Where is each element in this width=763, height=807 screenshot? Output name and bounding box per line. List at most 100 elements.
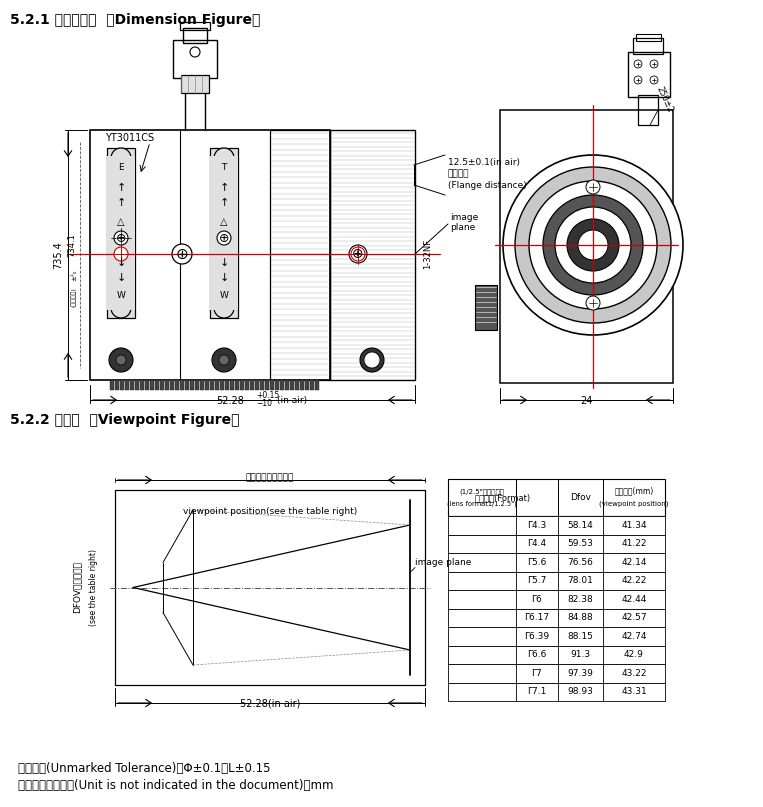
Circle shape [114, 231, 128, 245]
Bar [180, 380, 183, 390]
Bar [210, 148, 238, 318]
Bar [190, 380, 194, 390]
Circle shape [360, 348, 384, 372]
Text: ⊕: ⊕ [175, 246, 188, 261]
Bar [633, 38, 663, 54]
Text: T: T [221, 164, 227, 173]
Text: Dfov: Dfov [570, 493, 591, 502]
Circle shape [219, 355, 229, 365]
Text: 5.2.1 外形尺寸图  （Dimension Figure）: 5.2.1 外形尺寸图 （Dimension Figure） [10, 13, 260, 27]
Bar [638, 95, 658, 125]
Circle shape [217, 231, 231, 245]
Text: 42.44: 42.44 [621, 595, 647, 604]
Text: Γ6.39: Γ6.39 [524, 632, 549, 641]
Text: 91.3: 91.3 [571, 650, 591, 659]
Circle shape [555, 207, 631, 283]
Circle shape [503, 155, 683, 335]
Text: 41.22: 41.22 [621, 539, 647, 548]
Text: ↑: ↑ [219, 198, 229, 208]
Bar [500, 110, 673, 383]
Circle shape [111, 298, 131, 318]
Circle shape [172, 244, 192, 264]
Text: 视点位置(mm): 视点位置(mm) [614, 487, 654, 495]
Bar [330, 130, 415, 380]
Text: ↓: ↓ [116, 258, 126, 268]
Text: 41.34: 41.34 [621, 521, 647, 529]
Circle shape [214, 148, 234, 168]
Text: image: image [450, 214, 478, 223]
Text: (lens format1/1.2.5"): (lens format1/1.2.5") [447, 500, 517, 507]
Bar [107, 148, 135, 318]
Circle shape [567, 219, 619, 271]
Text: 像面大小(Format): 像面大小(Format) [475, 493, 531, 502]
Bar [255, 380, 259, 390]
Bar [200, 380, 204, 390]
Bar [215, 380, 218, 390]
Circle shape [351, 247, 365, 261]
Circle shape [529, 181, 657, 309]
Text: ↓: ↓ [116, 273, 126, 283]
Circle shape [650, 76, 658, 84]
Text: 52.28(in air): 52.28(in air) [240, 699, 300, 709]
Circle shape [349, 245, 367, 263]
Bar [107, 156, 135, 310]
Bar [448, 608, 665, 627]
Bar [115, 490, 425, 685]
Text: plane: plane [450, 224, 475, 232]
Bar [160, 380, 163, 390]
Text: image plane: image plane [415, 558, 472, 567]
Circle shape [586, 296, 600, 310]
Text: 59.53: 59.53 [568, 539, 594, 548]
Bar [210, 380, 214, 390]
Bar [225, 380, 228, 390]
Text: Γ5.7: Γ5.7 [527, 576, 546, 585]
Bar [475, 285, 497, 330]
Bar [448, 553, 665, 571]
Bar [180, 22, 210, 30]
Bar [280, 380, 284, 390]
Text: 76.56: 76.56 [568, 558, 594, 567]
Bar [305, 380, 308, 390]
Text: W: W [220, 291, 228, 300]
Text: △: △ [221, 217, 227, 227]
Bar [170, 380, 173, 390]
Text: 88.15: 88.15 [568, 632, 594, 641]
Text: ↑: ↑ [116, 183, 126, 193]
Bar [310, 380, 314, 390]
Bar [183, 28, 207, 43]
Text: 5.2.2 视点图  （Viewpoint Figure）: 5.2.2 视点图 （Viewpoint Figure） [10, 413, 240, 427]
Text: 法兰后焦: 法兰后焦 [448, 169, 469, 178]
Text: ↓: ↓ [219, 273, 229, 283]
Text: 42.14: 42.14 [621, 558, 647, 567]
Text: 250±2: 250±2 [655, 86, 675, 115]
Text: DFOV（见表格）: DFOV（见表格） [72, 562, 82, 613]
Circle shape [634, 76, 642, 84]
Bar [260, 380, 263, 390]
Circle shape [368, 356, 376, 364]
Circle shape [114, 247, 128, 261]
Text: 43.31: 43.31 [621, 688, 647, 696]
Circle shape [515, 167, 671, 323]
Circle shape [214, 298, 234, 318]
Bar [448, 479, 665, 516]
Bar [240, 380, 243, 390]
Bar [448, 664, 665, 683]
Text: 24: 24 [581, 396, 593, 406]
Text: (in air): (in air) [277, 396, 307, 405]
Text: 视点位置（见表格）: 视点位置（见表格） [246, 473, 295, 482]
Bar [636, 34, 661, 41]
Text: (viewpoint position): (viewpoint position) [599, 500, 668, 507]
Circle shape [364, 352, 380, 368]
Text: Γ7: Γ7 [532, 669, 542, 678]
Bar [130, 380, 134, 390]
Text: (Flange distance): (Flange distance) [448, 182, 526, 190]
Text: ⊕: ⊕ [219, 232, 229, 245]
Bar [628, 52, 670, 97]
Text: (1/2.5"以下镜头）: (1/2.5"以下镜头） [459, 488, 504, 495]
Circle shape [116, 355, 126, 365]
Text: 12.5±0.1(in air): 12.5±0.1(in air) [448, 157, 520, 166]
Bar [250, 380, 253, 390]
Text: (水平方向): (水平方向) [71, 287, 77, 307]
Bar [300, 380, 304, 390]
Bar [155, 380, 159, 390]
